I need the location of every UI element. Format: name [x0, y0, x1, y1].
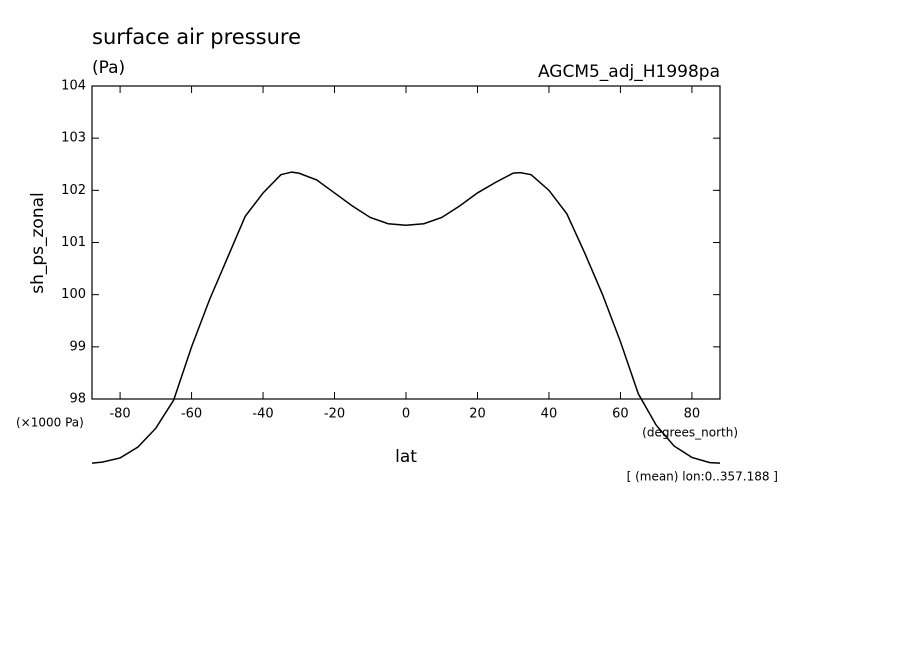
units-label: (Pa) — [92, 58, 125, 78]
x-tick-label: -60 — [181, 407, 202, 422]
x-units-label: (degrees_north) — [642, 426, 738, 440]
x-tick-label: 80 — [684, 407, 701, 422]
chart-title: surface air pressure — [92, 25, 301, 49]
y-axis-label: sh_ps_zonal — [28, 192, 48, 294]
x-tick-label: 60 — [612, 407, 629, 422]
y-tick-label: 104 — [61, 79, 86, 94]
x-tick-label: -40 — [252, 407, 273, 422]
y-tick-label: 103 — [61, 131, 86, 146]
x-axis-label: lat — [395, 447, 417, 467]
y-tick-label: 101 — [61, 235, 86, 250]
footnote: [ (mean) lon:0..357.188 ] — [627, 470, 778, 484]
y-tick-label: 102 — [61, 183, 86, 198]
x-tick-label: 20 — [469, 407, 486, 422]
y-scale-label: (×1000 Pa) — [16, 416, 84, 430]
y-tick-label: 100 — [61, 287, 86, 302]
y-tick-label: 98 — [69, 392, 86, 407]
x-tick-label: 0 — [402, 407, 410, 422]
x-tick-label: 40 — [541, 407, 558, 422]
y-tick-label: 99 — [69, 339, 86, 354]
x-tick-label: -20 — [324, 407, 345, 422]
x-tick-label: -80 — [109, 407, 130, 422]
dataset-label: AGCM5_adj_H1998pa — [538, 62, 720, 82]
line — [91, 171, 721, 464]
